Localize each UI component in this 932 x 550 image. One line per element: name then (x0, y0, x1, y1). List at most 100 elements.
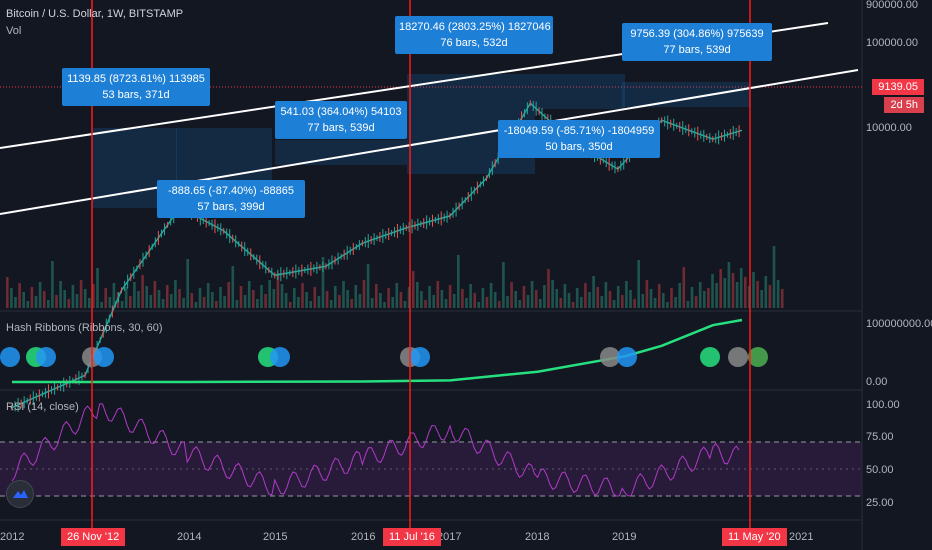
current-price-tag: 9139.05 (872, 79, 924, 95)
volume-bar (272, 289, 276, 308)
rsi-axis-label: 100.00 (866, 399, 900, 411)
volume-bar (362, 280, 366, 308)
volume-bar (260, 285, 263, 308)
volume-bar (637, 260, 640, 308)
volume-bar (276, 273, 280, 308)
measure-box[interactable]: -888.65 (-87.40%) -88865 57 bars, 399d (157, 180, 305, 218)
tradingview-logo-icon[interactable] (6, 480, 34, 508)
volume-bar (539, 299, 542, 308)
volume-bar (448, 285, 452, 308)
volume-bar (567, 293, 571, 308)
volume-bar (309, 301, 312, 308)
volume-bar (379, 293, 382, 308)
measure-box[interactable]: 18270.46 (2803.25%) 1827046 76 bars, 532… (395, 16, 553, 54)
halving-date-tag: 11 Jul '16 (383, 528, 441, 546)
halving-date-tag: 26 Nov '12 (61, 528, 126, 546)
volume-bar (215, 301, 218, 308)
volume-bar (563, 284, 567, 308)
volume-bar (297, 297, 300, 308)
volume-bar (739, 268, 743, 308)
volume-bar (662, 293, 665, 308)
volume-bar (473, 293, 476, 308)
time-axis-label: 2015 (263, 531, 287, 543)
volume-bar (165, 285, 169, 308)
rsi-band (0, 442, 862, 496)
volume-bar (79, 280, 83, 308)
volume-bar (756, 281, 759, 308)
volume-bar (194, 302, 198, 308)
measure-line2: 53 bars, 371d (102, 89, 170, 101)
volume-bar (547, 269, 550, 308)
volume-bar (776, 280, 780, 308)
volume-bar (178, 289, 181, 308)
volume-bar (764, 276, 768, 308)
measure-box[interactable]: 9756.39 (304.86%) 975639 77 bars, 539d (622, 23, 772, 61)
volume-bar (444, 299, 448, 308)
volume-bar (313, 287, 317, 308)
volume-bar (588, 292, 591, 308)
volume-bar (715, 283, 718, 308)
hash-signal-dot (700, 347, 720, 367)
volume-bar (120, 301, 124, 308)
volume-bar (190, 293, 194, 308)
volume-bar (621, 295, 624, 308)
volume-bar (104, 288, 107, 308)
time-axis-label: 2016 (351, 531, 375, 543)
volume-bar (346, 290, 349, 308)
volume-bar (305, 292, 308, 308)
volume-bar (92, 284, 95, 308)
measure-line1: 1139.85 (8723.61%) 113985 (67, 73, 205, 85)
measure-line2: 76 bars, 532d (440, 37, 508, 49)
volume-bar (584, 283, 587, 308)
price-axis-label: 10000.00 (866, 122, 912, 134)
measure-box[interactable]: 1139.85 (8723.61%) 113985 53 bars, 371d (62, 68, 210, 106)
volume-bar (493, 292, 497, 308)
measure-line1: 18270.46 (2803.25%) 1827046 (399, 21, 551, 33)
volume-bar (284, 293, 288, 308)
volume-bar (534, 290, 538, 308)
channel-lower-line (0, 69, 859, 215)
volume-bar (358, 294, 362, 308)
measure-line1: 541.03 (364.04%) 54103 (280, 106, 402, 118)
volume-bar (526, 295, 530, 308)
volume-label: Vol (6, 25, 22, 37)
time-axis-label: 2021 (789, 531, 813, 543)
volume-bar (735, 282, 739, 308)
hash-ribbon-line (12, 318, 743, 384)
volume-bar (604, 282, 608, 308)
volume-bar (395, 283, 399, 308)
hash-signal-dot (270, 347, 290, 367)
volume-bar (440, 290, 444, 308)
volume-bar (329, 300, 333, 308)
volume-bar (559, 298, 563, 308)
volume-bar (231, 266, 235, 308)
volume-bar (411, 271, 415, 308)
volume-bar (34, 296, 38, 308)
volume-bar (506, 296, 509, 308)
volume-bar (47, 300, 50, 308)
hash-signal-dot (748, 347, 768, 367)
volume-bar (416, 282, 419, 308)
volume-bar (280, 284, 284, 308)
volume-bar (256, 299, 259, 308)
hash-axis-label: 0.00 (866, 376, 887, 388)
volume-bar (38, 282, 42, 308)
halving-date-tag: 11 May '20 (722, 528, 787, 546)
volume-bar (301, 283, 304, 308)
volume-bar (407, 287, 411, 308)
volume-bar (452, 294, 456, 308)
volume-bar (370, 298, 374, 308)
volume-bar (592, 276, 595, 308)
volume-bar (678, 283, 681, 308)
rsi-axis-label: 75.00 (866, 431, 894, 443)
volume-bar (403, 301, 407, 308)
volume-bar (252, 290, 255, 308)
volume-bar (206, 283, 210, 308)
measure-box[interactable]: 541.03 (364.04%) 54103 77 bars, 539d (275, 101, 407, 139)
volume-bar (477, 302, 481, 308)
volume-bar (161, 299, 165, 308)
volume-bar (498, 301, 501, 308)
volume-bar (682, 267, 686, 308)
measure-box[interactable]: -18049.59 (-85.71%) -1804959 50 bars, 35… (498, 120, 660, 158)
hash-ribbons-label: Hash Ribbons (Ribbons, 30, 60) (6, 322, 163, 334)
